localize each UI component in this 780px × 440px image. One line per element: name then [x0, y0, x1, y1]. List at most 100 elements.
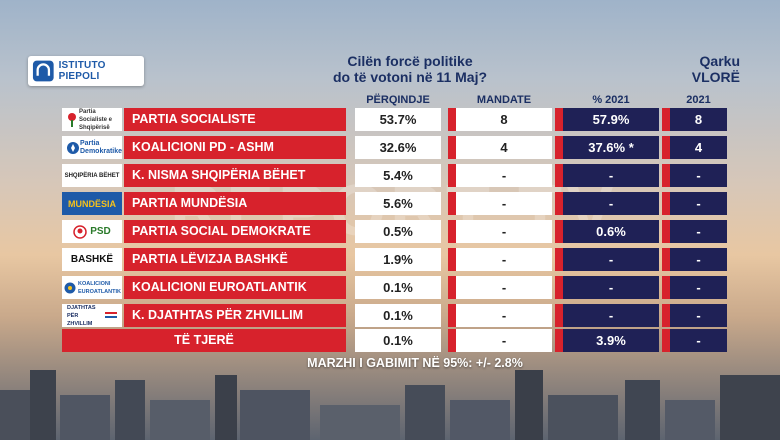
mandates-value: -	[456, 304, 552, 327]
mandates2021-value: -	[670, 220, 727, 243]
mandates-value: 4	[456, 136, 552, 159]
divider	[555, 276, 563, 299]
divider	[448, 276, 456, 299]
mandates2021-value: 4	[670, 136, 727, 159]
divider	[448, 329, 456, 352]
eu-stars-icon	[64, 282, 76, 293]
mandates2021-value: -	[670, 248, 727, 271]
divider	[448, 304, 456, 327]
divider	[662, 329, 670, 352]
pollster-logo-text: ISTITUTO PIEPOLI	[58, 60, 106, 82]
divider	[662, 164, 670, 187]
party-logo-text: SHQIPËRIA BËHET	[64, 172, 120, 179]
mandates2021-value: -	[670, 164, 727, 187]
psd-rose-icon	[73, 224, 87, 239]
pct2021-value: -	[563, 164, 659, 187]
pct2021-value: 37.6% *	[563, 136, 659, 159]
header-mandates: MANDATE	[476, 94, 532, 106]
header-percent: PËRQINDJE	[366, 94, 430, 106]
margin-of-error: MARZHI I GABIMIT NË 95%: +/- 2.8%	[307, 356, 523, 370]
party-logo: Partia Socialiste e Shqipërisë	[62, 108, 122, 131]
party-logo: DJATHTAS PËR ZHVILLIM	[62, 304, 122, 327]
poll-question-line2: do të votoni në 11 Maj?	[332, 69, 488, 85]
divider	[555, 304, 563, 327]
divider	[555, 108, 563, 131]
percent-value: 0.1%	[355, 276, 441, 299]
pct2021-value: -	[563, 304, 659, 327]
divider	[662, 276, 670, 299]
divider	[662, 248, 670, 271]
pct2021-value: 57.9%	[563, 108, 659, 131]
percent-value: 1.9%	[355, 248, 441, 271]
divider	[662, 220, 670, 243]
mandates-value: -	[456, 276, 552, 299]
city-skyline	[0, 370, 780, 440]
poll-question: Cilën forcë politike do të votoni në 11 …	[300, 53, 520, 85]
divider	[555, 136, 563, 159]
party-name: KOALICIONI EUROATLANTIK	[124, 276, 346, 299]
mandates-value: -	[456, 248, 552, 271]
party-logo: BASHKË	[62, 248, 122, 271]
divider	[555, 329, 563, 352]
mandates2021-value: -	[670, 192, 727, 215]
poll-question-line1: Cilën forcë politike	[347, 53, 473, 69]
mandates2021-value: -	[670, 329, 727, 352]
party-name: K. NISMA SHQIPËRIA BËHET	[124, 164, 346, 187]
header-pct2021: % 2021	[592, 94, 630, 106]
region-line2: VLORË	[691, 69, 740, 85]
mandates-value: -	[456, 164, 552, 187]
party-logo-text: KOALICIONI EUROATLANTIK	[78, 280, 121, 295]
mandates-value: 8	[456, 108, 552, 131]
divider	[448, 192, 456, 215]
divider	[448, 136, 456, 159]
party-name: PARTIA SOCIAL DEMOKRATE	[124, 220, 346, 243]
party-name: PARTIA LËVIZJA BASHKË	[124, 248, 346, 271]
percent-value: 0.1%	[355, 329, 441, 352]
pollster-logo-icon	[32, 60, 54, 82]
party-logo: KOALICIONI EUROATLANTIK	[62, 276, 122, 299]
pct2021-value: 0.6%	[563, 220, 659, 243]
party-logo-text: Partia Socialiste e Shqipërisë	[79, 108, 113, 131]
pct2021-value: -	[563, 248, 659, 271]
divider	[555, 192, 563, 215]
party-logo-text: DJATHTAS PËR ZHVILLIM	[67, 304, 96, 327]
percent-value: 5.6%	[355, 192, 441, 215]
pct2021-value: -	[563, 276, 659, 299]
mandates2021-value: -	[670, 276, 727, 299]
divider	[662, 304, 670, 327]
divider	[555, 220, 563, 243]
header-2021: 2021	[686, 94, 711, 106]
percent-value: 0.5%	[355, 220, 441, 243]
stripes-icon	[105, 311, 117, 318]
party-logo: Partia Demokratike	[62, 136, 122, 159]
others-label: TË TJERË	[62, 329, 346, 352]
divider	[448, 108, 456, 131]
percent-value: 5.4%	[355, 164, 441, 187]
pd-torch-icon	[67, 141, 79, 154]
party-logo-text: PSD	[90, 225, 111, 237]
pct2021-value: -	[563, 192, 659, 215]
percent-value: 53.7%	[355, 108, 441, 131]
party-logo: PSD	[62, 220, 122, 243]
party-logo: SHQIPËRIA BËHET	[62, 164, 122, 187]
party-name: PARTIA MUNDËSIA	[124, 192, 346, 215]
divider	[662, 108, 670, 131]
party-logo-text: MUNDËSIA	[67, 198, 116, 209]
party-name: KOALICIONI PD - ASHM	[124, 136, 346, 159]
mandates-value: -	[456, 329, 552, 352]
divider	[662, 136, 670, 159]
percent-value: 32.6%	[355, 136, 441, 159]
pollster-logo: ISTITUTO PIEPOLI	[28, 56, 144, 86]
divider	[662, 192, 670, 215]
party-name: PARTIA SOCIALISTE	[124, 108, 346, 131]
party-logo-text: BASHKË	[70, 253, 114, 265]
region-line1: Qarku	[699, 53, 740, 69]
divider	[448, 248, 456, 271]
party-logo: MUNDËSIA	[62, 192, 122, 215]
divider	[448, 220, 456, 243]
mandates2021-value: 8	[670, 108, 727, 131]
party-logo-text: Partia Demokratike	[80, 139, 123, 155]
mandates-value: -	[456, 192, 552, 215]
percent-value: 0.1%	[355, 304, 441, 327]
pct2021-value: 3.9%	[563, 329, 659, 352]
